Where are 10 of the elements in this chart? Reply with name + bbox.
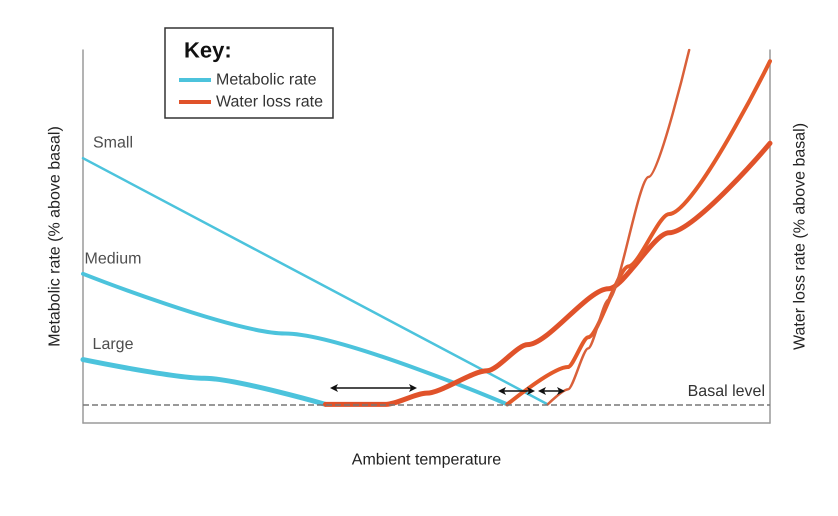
legend-label: Water loss rate [216,94,324,110]
annotation: Small [92,134,134,152]
y2-axis-title: Water loss rate (% above basal) [792,122,808,350]
annotation: Large [92,336,134,354]
legend-label: Metabolic rate [216,72,317,88]
y-axis-title: Metabolic rate (% above basal) [46,126,64,347]
ref-line-label: Basal level [688,382,765,400]
x-axis-title: Ambient temperature [352,452,502,468]
legend-title: Key: [184,38,232,62]
annotation: Medium [84,250,142,268]
